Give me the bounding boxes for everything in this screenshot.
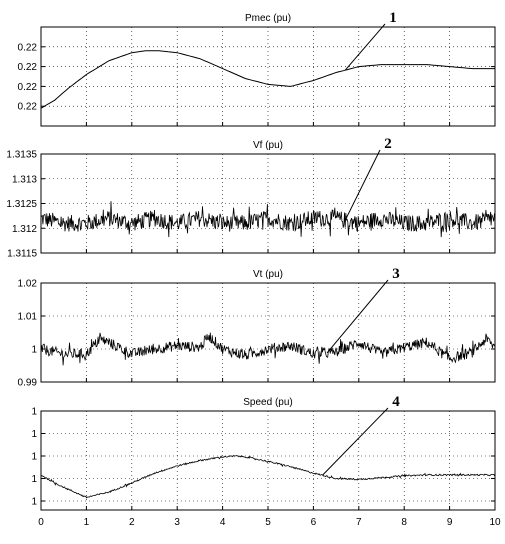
x-tick-label: 3 [174,517,180,528]
annotation-leader [344,23,386,71]
x-tick-label: 5 [265,517,271,528]
annotation-label: 1 [389,10,397,26]
y-tick-label: 1.3125 [6,199,37,210]
x-tick-label: 7 [356,517,362,528]
subplot-title: Vf (pu) [253,140,283,151]
y-tick-label: 1 [31,429,37,440]
subplot-title: Vt (pu) [253,269,283,280]
annotation-label: 2 [384,136,392,152]
y-tick-label: 1.312 [12,224,37,235]
series-line [40,454,496,499]
x-tick-label: 6 [311,517,317,528]
x-tick-label: 8 [401,517,407,528]
y-tick-label: 1.313 [12,174,37,185]
y-tick-label: 0.99 [18,378,38,389]
x-tick-label: 0 [38,517,44,528]
x-tick-label: 4 [220,517,226,528]
y-tick-label: 1 [31,452,37,463]
y-tick-label: 1.01 [18,312,38,323]
y-tick-label: 0.22 [18,42,38,53]
subplot-4: 1 1 1 1 1 Speed (pu) 4 [31,394,496,511]
series-line [40,332,496,366]
annotation-leader [344,149,381,221]
annotation-leader [322,407,389,476]
series-line [40,50,495,109]
x-tick-label: 9 [447,517,453,528]
y-tick-label: 0.22 [18,82,38,93]
annotation-leader [326,279,389,354]
annotation-label: 3 [392,266,400,282]
x-tick-label: 10 [489,517,501,528]
x-tick-label: 1 [84,517,90,528]
y-tick-label: 1 [31,474,37,485]
y-tick-label: 0.22 [18,62,38,73]
y-tick-label: 1 [31,407,37,418]
y-tick-label: 1 [31,497,37,508]
subplot-title: Pmec (pu) [245,13,291,24]
series-line [40,201,496,238]
y-tick-label: 0.22 [18,102,38,113]
y-tick-label: 1.3115 [7,249,37,260]
annotation-label: 4 [392,394,400,410]
subplot-1: 0.22 0.22 0.22 0.22 Pmec (pu) 1 [18,10,496,127]
subplot-3: 0.99 1 1.01 1.02 Vt (pu) 3 [18,266,496,389]
y-tick-label: 1.02 [18,279,38,290]
y-tick-label: 1 [31,345,37,356]
y-tick-label: 1.3135 [6,150,37,161]
x-tick-label: 2 [129,517,135,528]
subplot-title: Speed (pu) [243,397,292,408]
subplot-2: 1.3115 1.312 1.3125 1.313 1.3135 Vf (pu) 2 [6,136,496,260]
